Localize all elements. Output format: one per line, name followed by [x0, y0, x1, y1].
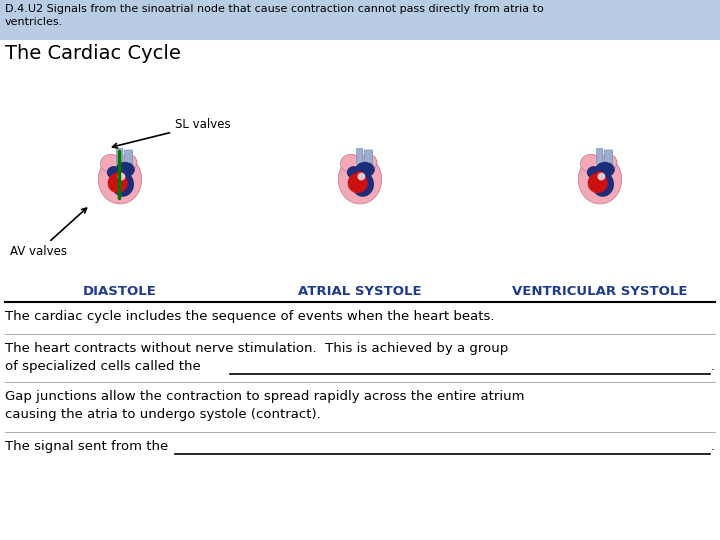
Ellipse shape: [359, 154, 377, 171]
Text: of specialized cells called the: of specialized cells called the: [5, 360, 201, 373]
Text: SL valves: SL valves: [112, 118, 230, 148]
Ellipse shape: [108, 173, 128, 193]
Ellipse shape: [112, 172, 134, 197]
FancyBboxPatch shape: [356, 148, 363, 164]
Ellipse shape: [348, 173, 368, 193]
Text: The heart contracts without nerve stimulation.  This is achieved by a group: The heart contracts without nerve stimul…: [5, 342, 508, 355]
Ellipse shape: [99, 155, 142, 204]
Text: causing the atria to undergo systole (contract).: causing the atria to undergo systole (co…: [5, 408, 320, 421]
Ellipse shape: [595, 162, 615, 177]
Text: DIASTOLE: DIASTOLE: [83, 285, 157, 298]
Text: ATRIAL SYSTOLE: ATRIAL SYSTOLE: [298, 285, 422, 298]
Text: .: .: [711, 440, 715, 453]
Text: Gap junctions allow the contraction to spread rapidly across the entire atrium: Gap junctions allow the contraction to s…: [5, 390, 524, 403]
Ellipse shape: [580, 154, 601, 173]
Text: .: .: [711, 360, 715, 373]
Ellipse shape: [587, 166, 601, 179]
Ellipse shape: [347, 166, 361, 179]
Text: D.4.U2 Signals from the sinoatrial node that cause contraction cannot pass direc: D.4.U2 Signals from the sinoatrial node …: [5, 4, 544, 27]
Ellipse shape: [351, 172, 374, 197]
FancyBboxPatch shape: [124, 150, 132, 164]
Text: AV valves: AV valves: [10, 208, 86, 258]
Ellipse shape: [114, 171, 125, 180]
Ellipse shape: [115, 162, 135, 177]
Ellipse shape: [355, 162, 375, 177]
Ellipse shape: [341, 154, 361, 173]
Ellipse shape: [117, 173, 125, 180]
Text: The Cardiac Cycle: The Cardiac Cycle: [5, 44, 181, 63]
Ellipse shape: [598, 173, 606, 180]
Ellipse shape: [588, 173, 608, 193]
FancyBboxPatch shape: [597, 148, 603, 164]
Text: The cardiac cycle includes the sequence of events when the heart beats.: The cardiac cycle includes the sequence …: [5, 310, 495, 323]
Ellipse shape: [594, 171, 605, 180]
Ellipse shape: [578, 155, 621, 204]
Ellipse shape: [338, 155, 382, 204]
Ellipse shape: [119, 154, 137, 171]
Ellipse shape: [107, 166, 121, 179]
Ellipse shape: [599, 154, 617, 171]
Ellipse shape: [357, 173, 365, 180]
Ellipse shape: [101, 154, 122, 173]
FancyBboxPatch shape: [364, 150, 373, 164]
Text: VENTRICULAR SYSTOLE: VENTRICULAR SYSTOLE: [512, 285, 688, 298]
Ellipse shape: [354, 171, 365, 180]
FancyBboxPatch shape: [604, 150, 613, 164]
Text: The signal sent from the: The signal sent from the: [5, 440, 168, 453]
FancyBboxPatch shape: [117, 148, 123, 164]
Ellipse shape: [592, 172, 614, 197]
Bar: [0, 0, 720, 40]
